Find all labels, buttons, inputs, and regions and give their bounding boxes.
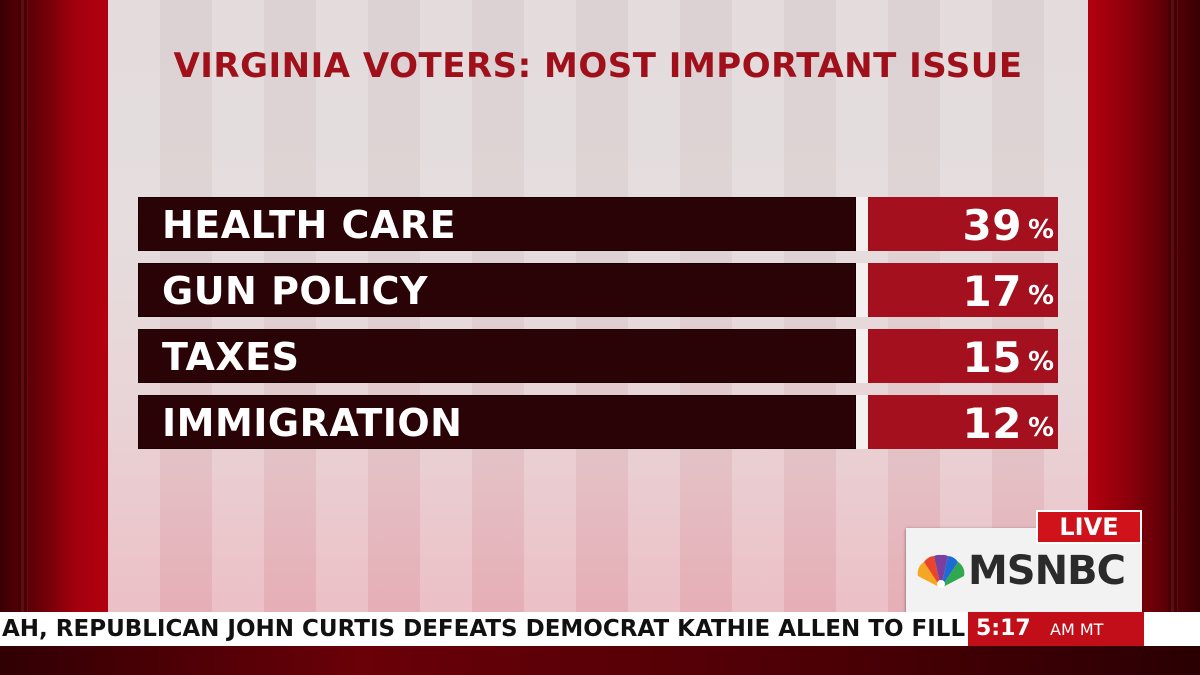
network-name: MSNBC — [968, 548, 1126, 594]
issue-label: GUN POLICY — [162, 269, 428, 313]
issue-value: 12 — [962, 399, 1022, 448]
bottom-strip — [0, 646, 1200, 675]
issue-value: 15 — [962, 333, 1022, 382]
issue-label-bar: HEALTH CARE — [138, 197, 856, 251]
issue-label: IMMIGRATION — [162, 401, 463, 445]
issue-label: TAXES — [162, 335, 300, 379]
issue-row: HEALTH CARE 39 % — [138, 197, 1058, 251]
row-divider — [856, 329, 868, 383]
issue-unit: % — [1027, 347, 1054, 377]
issue-label: HEALTH CARE — [162, 203, 457, 247]
issue-unit: % — [1027, 413, 1054, 443]
issue-value: 17 — [962, 267, 1022, 316]
clock-time: 5:17 — [976, 616, 1031, 641]
issue-unit: % — [1027, 215, 1054, 245]
issue-value-box: 17 % — [868, 263, 1058, 317]
issue-value-box: 39 % — [868, 197, 1058, 251]
graphic-panel: VIRGINIA VOTERS: MOST IMPORTANT ISSUE HE… — [108, 0, 1088, 612]
issue-label-bar: IMMIGRATION — [138, 395, 856, 449]
issue-unit: % — [1027, 281, 1054, 311]
peacock-icon — [917, 554, 965, 588]
issue-row: GUN POLICY 17 % — [138, 263, 1058, 317]
ticker-text: AH, REPUBLICAN JOHN CURTIS DEFEATS DEMOC… — [2, 616, 968, 642]
left-background — [0, 0, 108, 675]
issue-value-box: 12 % — [868, 395, 1058, 449]
clock: 5:17 AM MT — [968, 612, 1144, 646]
issue-row: TAXES 15 % — [138, 329, 1058, 383]
graphic-title: VIRGINIA VOTERS: MOST IMPORTANT ISSUE — [173, 46, 1023, 86]
issue-value-box: 15 % — [868, 329, 1058, 383]
issue-value: 39 — [962, 201, 1022, 250]
clock-zone: AM MT — [1050, 620, 1104, 639]
row-divider — [856, 395, 868, 449]
issue-row: IMMIGRATION 12 % — [138, 395, 1058, 449]
live-badge: LIVE — [1036, 510, 1142, 544]
issue-list: HEALTH CARE 39 % GUN POLICY 17 % TAXES 1… — [138, 197, 1058, 461]
row-divider — [856, 263, 868, 317]
issue-label-bar: GUN POLICY — [138, 263, 856, 317]
row-divider — [856, 197, 868, 251]
issue-label-bar: TAXES — [138, 329, 856, 383]
